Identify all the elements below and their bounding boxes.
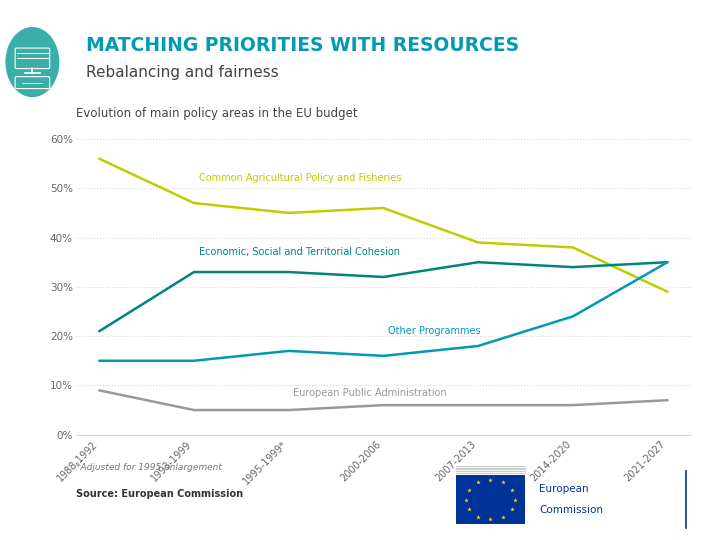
Text: *Adjusted for 1995 enlargement: *Adjusted for 1995 enlargement [76, 463, 222, 471]
Text: Economic, Social and Territorial Cohesion: Economic, Social and Territorial Cohesio… [199, 247, 400, 258]
FancyBboxPatch shape [456, 475, 525, 524]
Text: European: European [539, 484, 589, 494]
Text: Commission: Commission [539, 505, 603, 515]
Text: European Public Administration: European Public Administration [294, 388, 447, 398]
Text: Rebalancing and fairness: Rebalancing and fairness [86, 65, 279, 80]
Text: Source: European Commission: Source: European Commission [76, 489, 243, 499]
Text: Common Agricultural Policy and Fisheries: Common Agricultural Policy and Fisheries [199, 173, 401, 184]
Text: Other Programmes: Other Programmes [388, 326, 481, 336]
Text: Evolution of main policy areas in the EU budget: Evolution of main policy areas in the EU… [76, 107, 357, 120]
Ellipse shape [5, 27, 59, 97]
Text: MATCHING PRIORITIES WITH RESOURCES: MATCHING PRIORITIES WITH RESOURCES [86, 36, 520, 56]
